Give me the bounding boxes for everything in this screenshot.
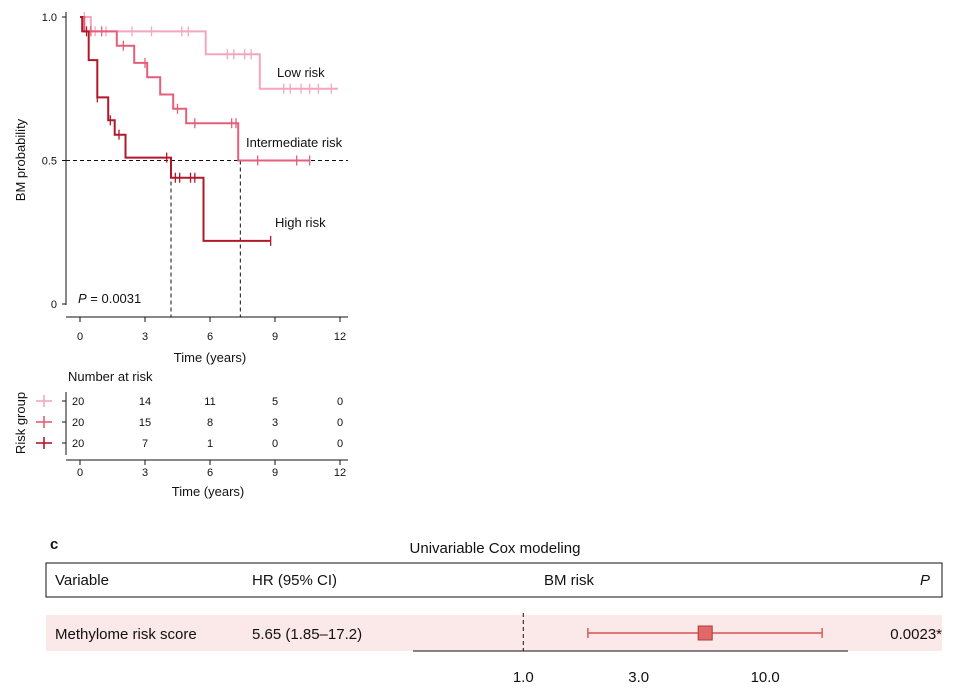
risk-x-ticks: 0 3 6 9 12 — [77, 460, 346, 479]
risk-x-tick-label: 12 — [334, 467, 346, 479]
risk-x-tick-label: 9 — [272, 467, 278, 479]
forest-x-tick-label: 3.0 — [628, 669, 649, 686]
km-series-label: Intermediate risk — [246, 135, 343, 150]
forest-header-variable: Variable — [55, 572, 109, 589]
forest-header-plot: BM risk — [544, 572, 594, 589]
km-series-label: Low risk — [277, 65, 325, 80]
risk-table-rows: 20 14 11 5 0 20 15 8 3 0 20 7 1 0 0 — [36, 395, 343, 450]
risk-x-tick-label: 0 — [77, 467, 83, 479]
forest-header-hr: HR (95% CI) — [252, 572, 337, 589]
risk-count: 7 — [142, 438, 148, 450]
km-panel: 0 0.5 1.0 0 3 6 9 12 Low risk Intermediate risk… — [13, 12, 348, 365]
forest-title: Univariable Cox modeling — [410, 540, 581, 557]
risk-count: 15 — [139, 417, 151, 429]
forest-header-box — [45, 562, 943, 598]
km-x-tick-label: 3 — [142, 331, 148, 343]
forest-header-p: P — [920, 572, 930, 589]
risk-x-tick-label: 3 — [142, 467, 148, 479]
forest-row-p: 0.0023* — [890, 626, 942, 643]
risk-count: 11 — [204, 396, 215, 408]
risk-count: 20 — [72, 438, 84, 450]
km-y-tick-label: 0.5 — [42, 156, 57, 168]
risk-count: 5 — [272, 396, 278, 408]
risk-x-label: Time (years) — [172, 484, 244, 499]
km-curve-0 — [80, 16, 338, 90]
forest-row-variable: Methylome risk score — [55, 626, 197, 643]
risk-count: 0 — [337, 417, 343, 429]
panel-label-c: c — [50, 536, 58, 553]
km-y-tick-label: 1.0 — [42, 12, 57, 24]
risk-count: 8 — [207, 417, 213, 429]
km-series — [80, 12, 338, 246]
risk-count: 20 — [72, 396, 84, 408]
km-x-tick-label: 9 — [272, 331, 278, 343]
risk-count: 14 — [139, 396, 151, 408]
risk-count: 0 — [272, 438, 278, 450]
risk-count: 0 — [337, 438, 343, 450]
risk-x-tick-label: 6 — [207, 467, 213, 479]
km-y-ticks: 0 0.5 1.0 — [42, 12, 66, 311]
km-series-label: High risk — [275, 215, 326, 230]
km-x-tick-label: 0 — [77, 331, 83, 343]
km-y-tick-label: 0 — [51, 299, 57, 311]
risk-count: 3 — [272, 417, 278, 429]
km-p-value: P = 0.0031 — [78, 291, 141, 306]
km-x-tick-label: 6 — [207, 331, 213, 343]
risk-count: 1 — [207, 438, 213, 450]
km-curve-2 — [80, 16, 271, 242]
km-p-text: = 0.0031 — [87, 291, 142, 306]
forest-x-tick-label: 1.0 — [513, 669, 534, 686]
forest-panel: c Univariable Cox modeling Variable HR (… — [45, 536, 943, 686]
km-series-labels: Low risk Intermediate risk High risk — [246, 65, 343, 230]
forest-rows: Methylome risk score 5.65 (1.85–17.2) 0.00… — [46, 613, 942, 651]
km-p-symbol: P — [78, 291, 87, 306]
risk-table-ylabel: Risk group — [13, 392, 28, 454]
forest-point-estimate — [697, 625, 713, 641]
km-x-tick-label: 12 — [334, 331, 346, 343]
risk-count: 0 — [337, 396, 343, 408]
risk-table-title: Number at risk — [68, 369, 153, 384]
forest-row-hr: 5.65 (1.85–17.2) — [252, 626, 362, 643]
forest-x-axis: 1.0 3.0 10.0 — [413, 650, 848, 686]
risk-count: 20 — [72, 417, 84, 429]
km-y-label: BM probability — [13, 118, 28, 201]
km-x-label: Time (years) — [174, 350, 246, 365]
km-x-ticks: 0 3 6 9 12 — [77, 317, 346, 343]
risk-table: Number at risk Risk group 20 14 11 5 0 20 15 8 3… — [13, 369, 348, 499]
forest-x-tick-label: 10.0 — [751, 669, 780, 686]
